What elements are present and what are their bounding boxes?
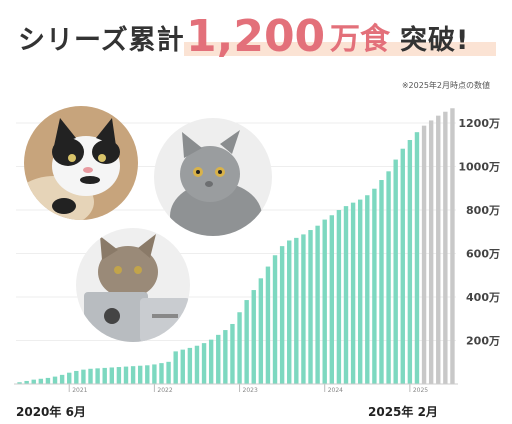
x-axis-end-label: 2025年 2月 <box>368 405 438 419</box>
headline-number: 1,200 <box>186 11 325 62</box>
bar <box>180 349 185 384</box>
bar <box>59 374 65 384</box>
chart-bars <box>17 108 455 385</box>
bar <box>301 234 306 384</box>
bar <box>336 210 342 384</box>
bar <box>279 246 285 384</box>
bar <box>187 347 193 384</box>
bar <box>230 323 235 384</box>
bar <box>272 255 278 384</box>
bar <box>45 377 51 384</box>
y-tick-label: 400万 <box>466 291 500 304</box>
bar <box>436 115 441 385</box>
bar <box>244 300 249 384</box>
bar <box>67 372 72 384</box>
bar <box>152 364 157 384</box>
bar <box>365 195 370 384</box>
bar <box>17 382 22 384</box>
bar <box>251 290 256 384</box>
bar <box>31 379 36 384</box>
bar <box>372 188 377 384</box>
bar <box>52 376 58 384</box>
bar <box>130 366 136 384</box>
x-tick-label: 2025 <box>413 387 428 394</box>
bar <box>294 237 299 384</box>
bar <box>443 111 448 385</box>
footnote: ※2025年2月時点の数値 <box>401 81 490 90</box>
y-tick-label: 600万 <box>466 248 500 261</box>
bar <box>145 365 150 384</box>
bar <box>102 367 107 384</box>
y-tick-label: 1200万 <box>458 117 500 130</box>
bar <box>81 369 86 384</box>
bar <box>237 312 242 384</box>
bar <box>173 351 178 384</box>
bar <box>194 345 200 384</box>
bar <box>166 361 171 384</box>
bar <box>407 140 413 384</box>
y-tick-label: 1000万 <box>458 161 500 174</box>
bar <box>379 180 384 384</box>
bar <box>258 278 264 384</box>
bar <box>109 367 115 384</box>
bar <box>216 334 221 384</box>
bar <box>223 330 228 384</box>
bar <box>350 202 356 384</box>
bar <box>428 120 434 384</box>
bar <box>137 365 143 384</box>
bar <box>88 368 93 384</box>
bar <box>265 266 271 384</box>
x-tick-label: 2023 <box>243 387 258 394</box>
x-tick-label: 2022 <box>157 387 172 394</box>
x-tick-label: 2024 <box>328 387 343 394</box>
bar <box>343 206 349 384</box>
headline-highlight <box>184 42 496 56</box>
bar <box>308 230 313 384</box>
y-axis-ticks: 200万 400万 600万 800万 1000万 1200万 <box>458 117 500 347</box>
bar <box>322 219 327 384</box>
bar <box>450 108 455 384</box>
y-tick-label: 200万 <box>466 335 500 348</box>
cat-photo-tabby <box>76 228 190 342</box>
bar <box>421 125 427 384</box>
cat-photo-black-white <box>24 106 138 220</box>
bar <box>38 378 44 384</box>
bar <box>201 343 207 384</box>
bar <box>393 159 398 384</box>
x-axis-start-label: 2020年 6月 <box>16 405 86 419</box>
bar <box>414 132 420 384</box>
bar <box>400 148 405 384</box>
headline-unit: 万食 <box>330 22 391 57</box>
bar <box>116 367 122 384</box>
y-tick-label: 800万 <box>466 204 500 217</box>
bar <box>357 199 363 384</box>
bar <box>315 225 320 384</box>
headline: シリーズ累計 1,200 万食 突破! <box>18 11 496 62</box>
bar <box>159 363 164 384</box>
bar <box>208 339 214 384</box>
bar <box>74 370 79 384</box>
bar <box>123 366 129 384</box>
bar <box>329 215 335 384</box>
x-axis-ticks: 2021 2022 2023 2024 2025 <box>68 384 428 394</box>
cat-photo-gray <box>154 118 272 236</box>
bar <box>95 368 100 384</box>
bar <box>24 380 29 384</box>
bar <box>386 171 391 384</box>
bar <box>287 240 292 384</box>
x-tick-label: 2021 <box>72 387 87 394</box>
headline-tail: 突破! <box>400 24 469 56</box>
headline-lead: シリーズ累計 <box>18 24 185 56</box>
